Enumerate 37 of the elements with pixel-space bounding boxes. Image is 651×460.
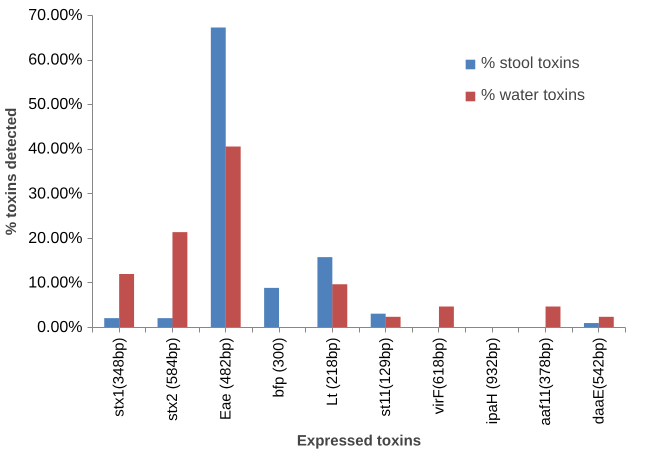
x-tick-label: bfp (300) <box>270 337 288 398</box>
x-tick-label: Lt (218bp) <box>324 337 341 406</box>
y-tick-label: 40.00% <box>28 140 82 158</box>
y-tick-label: 60.00% <box>28 52 82 69</box>
x-tick-label: daaE(542bp) <box>590 337 608 424</box>
y-tick-label: 0.00% <box>37 319 83 336</box>
bar <box>546 306 560 328</box>
x-tick-label: stx2 (584bp) <box>164 337 181 421</box>
y-tick-label: 70.00% <box>28 7 82 24</box>
x-axis-title: Expressed toxins <box>296 432 422 450</box>
bar <box>210 28 226 328</box>
bar <box>226 146 241 328</box>
bar <box>370 314 386 328</box>
y-tick-label: 10.00% <box>28 274 82 292</box>
x-tick-label: Eae (482bp) <box>217 337 234 420</box>
x-tick-label: ipaH (932bp) <box>484 337 501 424</box>
bar <box>386 316 401 328</box>
y-tick-label: 50.00% <box>28 96 82 114</box>
x-tick-label: aaf11(378bp) <box>537 337 554 426</box>
legend-label: % stool toxins <box>480 55 580 73</box>
bar <box>438 306 454 328</box>
bar <box>264 288 280 328</box>
x-tick-label: stx1(348bp) <box>110 337 128 417</box>
bar <box>584 323 599 328</box>
y-tick-label: 30.00% <box>28 185 82 202</box>
bar <box>104 318 120 328</box>
bar <box>119 274 134 328</box>
x-tick-label: st11(129bp) <box>377 337 394 416</box>
bar <box>598 316 614 328</box>
y-axis-title: % toxins detected <box>3 108 20 236</box>
legend-label: % water toxins <box>480 87 585 105</box>
y-tick-label: 20.00% <box>28 230 82 247</box>
bar <box>332 284 348 328</box>
bar <box>158 318 172 328</box>
x-tick-label: virF(618bp) <box>430 337 448 414</box>
bar <box>317 257 332 328</box>
bar <box>172 232 188 328</box>
